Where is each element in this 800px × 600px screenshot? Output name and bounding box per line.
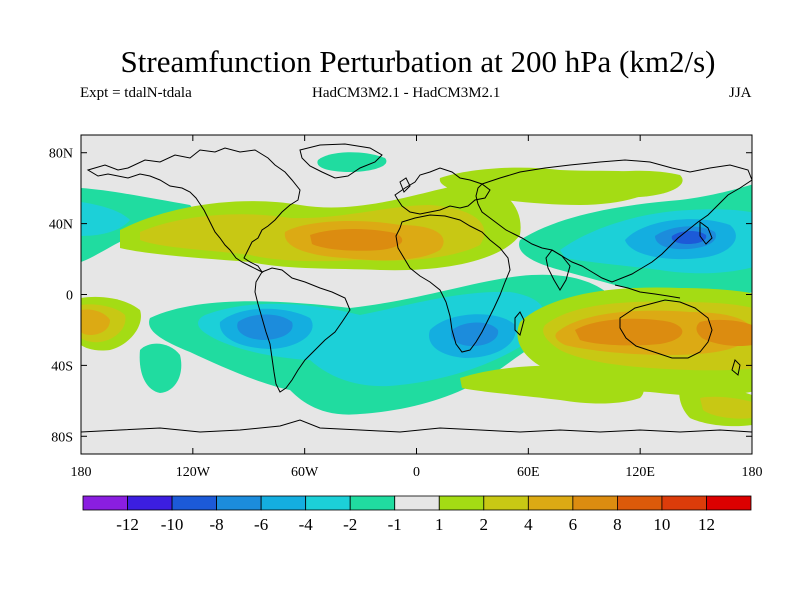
map-title: Streamfunction Perturbation at 200 hPa (… — [120, 44, 716, 79]
colorbar: -12 -10 -8 -6 -4 -2 -1 1 2 4 6 8 10 12 — [82, 495, 752, 534]
experiment-label: Expt = tdalN-tdala — [80, 85, 192, 101]
coast-uk — [399, 177, 411, 193]
colorbar-swatch — [260, 495, 307, 511]
colorbar-label: 10 — [653, 515, 670, 534]
colorbar-label: -1 — [388, 515, 402, 534]
colorbar-label: -6 — [254, 515, 268, 534]
coast-australia — [619, 299, 713, 359]
model-label: HadCM3M2.1 - HadCM3M2.1 — [312, 85, 501, 101]
center-south-pacific-west-2 — [81, 309, 110, 335]
lon-label: 120W — [176, 465, 211, 480]
colorbar-swatch — [305, 495, 351, 511]
lat-label: 40N — [49, 218, 73, 233]
coast-africa — [395, 214, 511, 353]
center-north-atlantic-2 — [310, 229, 403, 251]
lat-label: 0 — [66, 289, 73, 304]
center-africa-2 — [450, 322, 499, 347]
coast-south-america — [254, 267, 351, 393]
center-northeast-pacific — [590, 170, 683, 198]
colorbar-swatch — [572, 495, 618, 511]
colorbar-label: 12 — [698, 515, 715, 534]
center-north-pacific-1 — [81, 202, 130, 236]
lon-label: 0 — [413, 465, 420, 480]
colorbar-swatch — [438, 495, 485, 511]
colorbar-swatch — [349, 495, 396, 511]
coast-japan — [699, 221, 713, 245]
colorbar-swatch — [483, 495, 529, 511]
lon-label: 120E — [625, 465, 655, 480]
field-layer — [81, 135, 752, 454]
colorbar-swatch — [394, 495, 440, 511]
latitude-axis: 80N 40N 0 40S 80S — [49, 147, 752, 445]
lat-label: 80N — [49, 147, 73, 162]
center-japan-3 — [671, 230, 707, 244]
band-positive-southern-ocean — [460, 365, 644, 404]
colorbar-swatch — [216, 495, 262, 511]
center-antarctic-edge-core — [700, 396, 752, 419]
colorbar-swatch — [617, 495, 663, 511]
center-south-pacific — [139, 343, 182, 393]
longitude-axis: 180 120W 60W 0 60E 120E 180 — [71, 135, 763, 480]
center-australia-2 — [575, 318, 683, 346]
colorbar-label: -12 — [116, 515, 139, 534]
colorbar-label: 2 — [480, 515, 489, 534]
colorbar-label: 8 — [613, 515, 622, 534]
colorbar-label: 1 — [435, 515, 444, 534]
coast-new-zealand — [731, 359, 741, 376]
colorbar-label: -2 — [343, 515, 357, 534]
coast-india — [545, 249, 571, 291]
colorbar-label: -8 — [210, 515, 224, 534]
colorbar-label: 4 — [524, 515, 533, 534]
colorbar-label: 6 — [569, 515, 578, 534]
coast-europe — [394, 167, 491, 215]
colorbar-swatch — [661, 495, 707, 511]
colorbar-swatch — [706, 495, 752, 511]
colorbar-swatch — [82, 495, 128, 511]
colorbar-swatch — [527, 495, 574, 511]
colorbar-label: -10 — [161, 515, 184, 534]
lon-label: 60E — [517, 465, 540, 480]
coast-greenland — [299, 143, 383, 179]
season-label: JJA — [729, 85, 752, 101]
coastlines — [81, 143, 752, 433]
colorbar-swatch — [171, 495, 217, 511]
coast-asia — [475, 159, 752, 283]
center-arctic — [317, 152, 387, 172]
lon-label: 180 — [742, 465, 763, 480]
coast-indonesia — [614, 284, 681, 299]
lat-label: 40S — [51, 359, 73, 374]
coast-north-america — [86, 147, 301, 274]
lon-label: 60W — [291, 465, 319, 480]
lat-label: 80S — [51, 430, 73, 445]
colorbar-label: -4 — [299, 515, 314, 534]
coast-antarctica — [81, 419, 752, 433]
colorbar-swatch — [127, 495, 173, 511]
lon-label: 180 — [71, 465, 92, 480]
coast-madagascar — [514, 311, 525, 336]
